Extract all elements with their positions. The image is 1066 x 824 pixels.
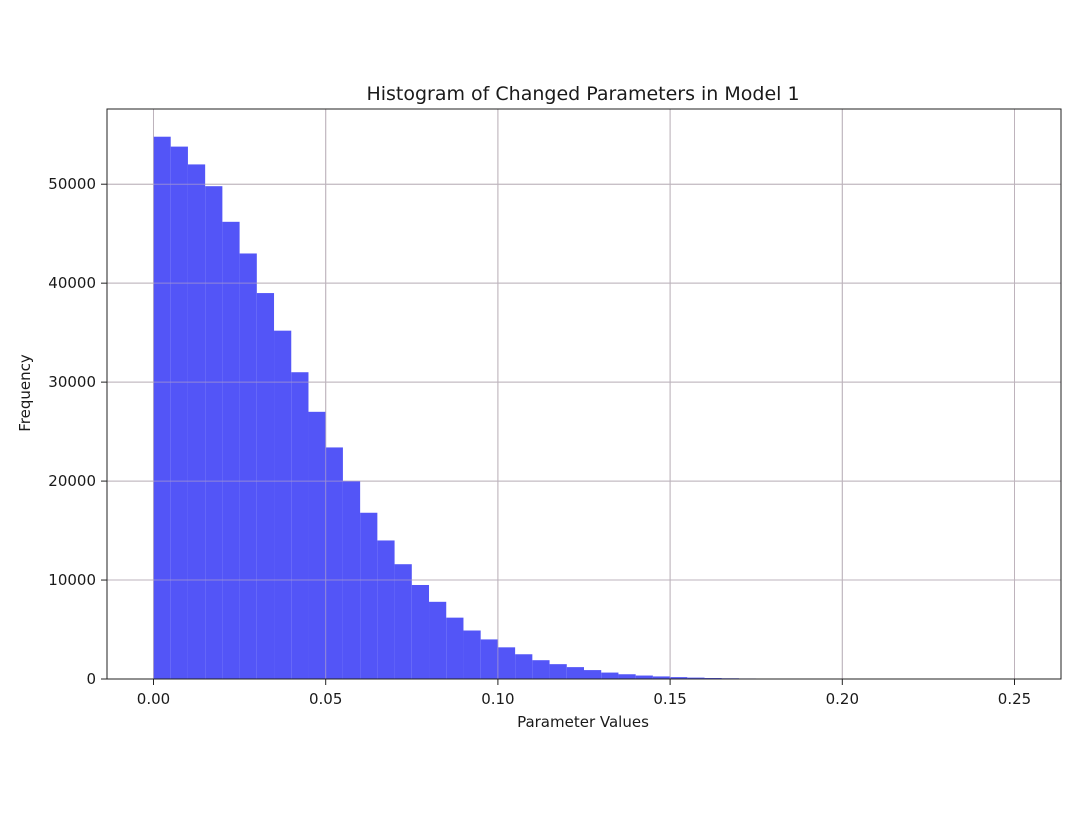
histogram-bar bbox=[205, 186, 223, 679]
histogram-bar bbox=[618, 674, 636, 679]
histogram-bar bbox=[584, 670, 602, 679]
histogram-bar bbox=[153, 136, 171, 680]
y-axis-ticks: 0 10000 20000 30000 40000 50000 bbox=[48, 175, 107, 688]
y-tick-label: 40000 bbox=[48, 274, 96, 292]
y-tick-label: 0 bbox=[86, 670, 96, 688]
histogram-bar bbox=[429, 601, 447, 679]
x-tick-label: 0.00 bbox=[137, 690, 170, 708]
histogram-bar bbox=[532, 660, 550, 679]
histogram-bar bbox=[308, 411, 326, 679]
histogram-bar bbox=[652, 676, 671, 679]
plot-frame bbox=[106, 108, 1062, 680]
histogram-bars bbox=[153, 136, 1015, 680]
histogram-bar bbox=[446, 617, 464, 679]
x-tick-label: 0.20 bbox=[826, 690, 859, 708]
histogram-bar bbox=[274, 330, 292, 679]
y-tick-label: 20000 bbox=[48, 472, 96, 490]
y-tick-label: 30000 bbox=[48, 373, 96, 391]
histogram-bar bbox=[670, 677, 688, 679]
histogram-bar bbox=[497, 647, 516, 679]
histogram-bar bbox=[687, 677, 705, 679]
chart-title: Histogram of Changed Parameters in Model… bbox=[366, 83, 799, 105]
histogram-bar bbox=[291, 372, 309, 679]
histogram-bar bbox=[187, 164, 206, 679]
grid-overlay bbox=[107, 109, 1061, 680]
x-tick-label: 0.05 bbox=[309, 690, 342, 708]
histogram-bar bbox=[377, 540, 395, 679]
histogram-bar bbox=[222, 221, 240, 679]
x-axis-ticks: 0.00 0.05 0.10 0.15 0.20 0.25 bbox=[137, 679, 1031, 708]
histogram-bar bbox=[394, 564, 412, 679]
y-tick-label: 50000 bbox=[48, 175, 96, 193]
histogram-bar bbox=[325, 447, 343, 679]
histogram-bar bbox=[515, 654, 533, 679]
x-tick-label: 0.15 bbox=[653, 690, 686, 708]
histogram-bar bbox=[549, 664, 567, 679]
y-tick-label: 10000 bbox=[48, 571, 96, 589]
histogram-bar bbox=[170, 146, 188, 679]
histogram-bar bbox=[480, 639, 498, 679]
histogram-bar bbox=[239, 253, 257, 679]
histogram-bar bbox=[566, 667, 584, 679]
histogram-bar bbox=[256, 293, 275, 679]
x-axis-label: Parameter Values bbox=[517, 713, 649, 731]
y-axis-label: Frequency bbox=[16, 354, 34, 432]
x-tick-label: 0.10 bbox=[481, 690, 514, 708]
x-tick-label: 0.25 bbox=[998, 690, 1031, 708]
histogram-bar bbox=[463, 630, 481, 679]
histogram-bar bbox=[635, 675, 653, 679]
histogram-bar bbox=[360, 512, 378, 679]
histogram-bar bbox=[411, 584, 430, 679]
histogram-bar bbox=[601, 672, 619, 679]
